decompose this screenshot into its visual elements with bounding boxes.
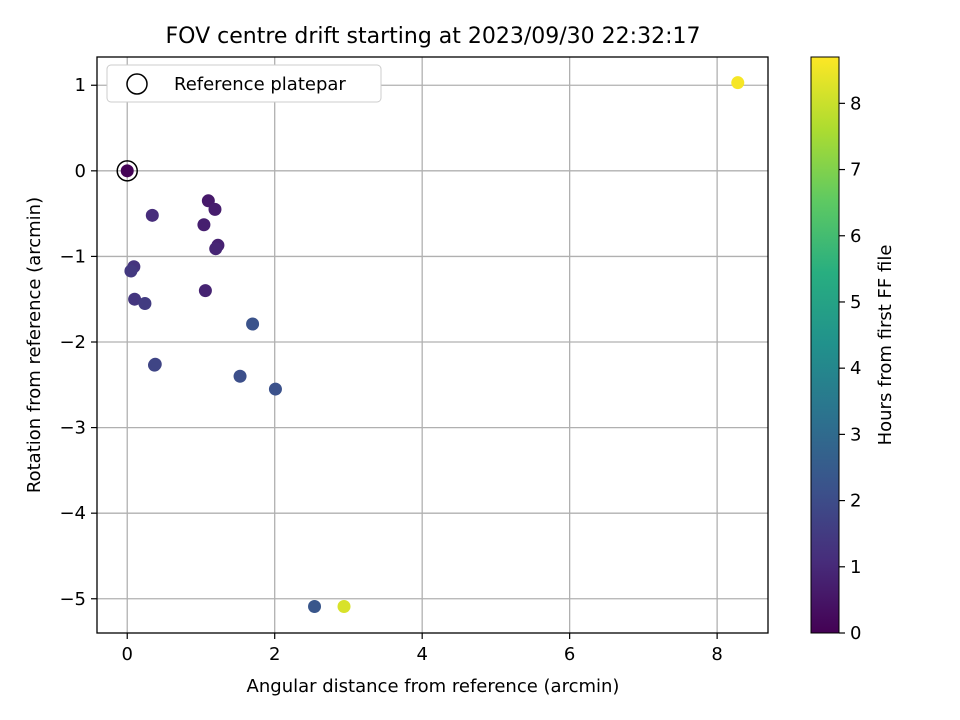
data-point [197,218,211,232]
data-point [124,264,138,278]
colorbar-tick-label: 3 [850,424,861,445]
data-point [138,296,152,310]
x-axis-ticks: 0 2 4 6 8 [122,633,723,665]
colorbar-tick-label: 6 [850,226,861,247]
data-point [209,242,223,256]
reference-marker [116,160,138,182]
y-tick-label: −2 [59,332,86,353]
colorbar-label: Hours from first FF file [875,245,896,446]
data-point [337,599,351,613]
reference-platepar-point [116,160,138,182]
colorbar-gradient [810,56,840,634]
colorbar-tick-label: 7 [850,160,861,181]
data-point [148,358,162,372]
y-axis-ticks: 1 0 −1 −2 −3 −4 −5 [59,75,97,610]
legend-marker-icon [126,73,148,95]
x-axis-label: Angular distance from reference (arcmin) [247,676,620,697]
data-point [120,164,134,178]
y-tick-label: 0 [75,161,86,182]
colorbar-ticks: 0 1 2 3 4 5 6 7 8 [839,93,861,644]
data-point [308,599,322,613]
data-point [208,202,222,216]
y-axis-label: Rotation from reference (arcmin) [24,197,45,493]
colorbar-tick-label: 5 [850,292,861,313]
data-point [145,208,159,222]
legend-box [106,64,382,103]
x-tick-label: 4 [416,644,427,665]
y-tick-label: −5 [59,589,86,610]
y-tick-label: 1 [75,75,86,96]
legend: Reference platepar [106,64,382,103]
scatter-points [120,76,745,613]
x-tick-label: 0 [122,644,133,665]
colorbar-tick-label: 4 [850,358,861,379]
data-point [233,369,247,383]
colorbar-tick-label: 1 [850,557,861,578]
x-tick-label: 6 [564,644,575,665]
data-point [268,382,282,396]
data-point [128,292,142,306]
data-point [246,317,260,331]
legend-label: Reference platepar [174,74,346,95]
data-point [731,76,745,90]
y-tick-label: −4 [59,503,86,524]
colorbar-tick-label: 0 [850,623,861,644]
x-tick-label: 8 [711,644,722,665]
colorbar-tick-label: 2 [850,491,861,512]
chart-title: FOV centre drift starting at 2023/09/30 … [166,24,701,49]
y-tick-label: −3 [59,418,86,439]
plot-background [97,57,768,633]
y-tick-label: −1 [59,246,86,267]
colorbar-tick-label: 8 [850,93,861,114]
data-point [198,284,212,298]
colorbar: 0 1 2 3 4 5 6 7 8 Hours from first FF file [810,56,896,644]
plot-frame [96,56,769,634]
x-tick-label: 2 [269,644,280,665]
